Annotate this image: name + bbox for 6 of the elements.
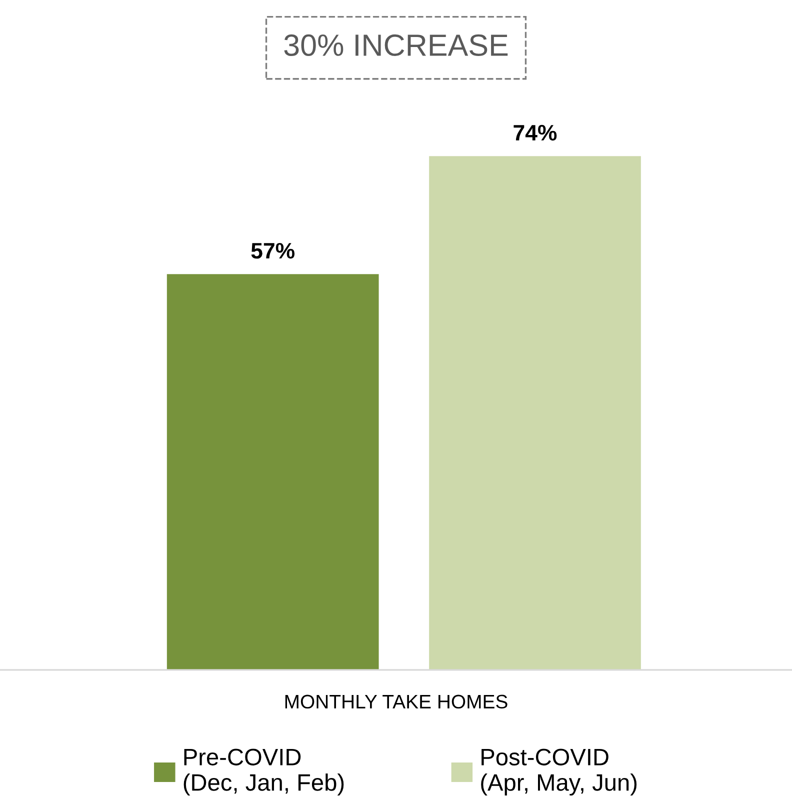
legend-label: Pre-COVID (Dec, Jan, Feb) [184, 748, 344, 796]
data-label: 57% [251, 242, 294, 259]
text: 30% INCREASE [284, 34, 508, 56]
legend-label: Post-COVID (Apr, May, Jun) [481, 748, 637, 796]
data-label: 74% [514, 124, 557, 141]
x-axis-title: MONTHLY TAKE HOMES [285, 694, 508, 709]
